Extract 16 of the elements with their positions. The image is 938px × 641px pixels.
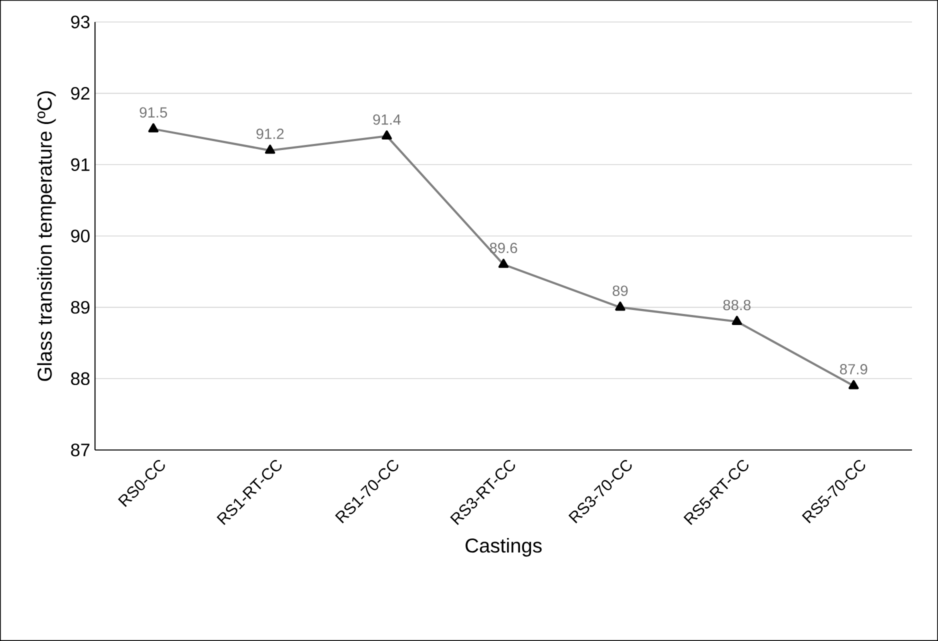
data-label: 91.5 bbox=[140, 107, 168, 118]
y-axis-title: Glass transition temperature (ºC) bbox=[37, 91, 56, 381]
y-tick-label: 89 bbox=[71, 300, 90, 314]
data-label: 89.6 bbox=[490, 242, 518, 254]
data-label: 91.2 bbox=[256, 128, 284, 140]
data-label: 91.4 bbox=[373, 114, 401, 125]
y-tick-label: 92 bbox=[71, 86, 90, 100]
y-tick-label: 91 bbox=[71, 158, 90, 172]
y-tick-label: 90 bbox=[71, 230, 90, 242]
data-label: 88.8 bbox=[723, 300, 751, 310]
y-tick-label: 87 bbox=[71, 444, 90, 456]
y-tick-label: 93 bbox=[71, 16, 90, 28]
data-label: 89 bbox=[612, 286, 628, 296]
y-tick-label: 88 bbox=[71, 372, 90, 386]
x-axis-title: Castings bbox=[466, 538, 542, 557]
data-label: 87.9 bbox=[840, 364, 868, 374]
